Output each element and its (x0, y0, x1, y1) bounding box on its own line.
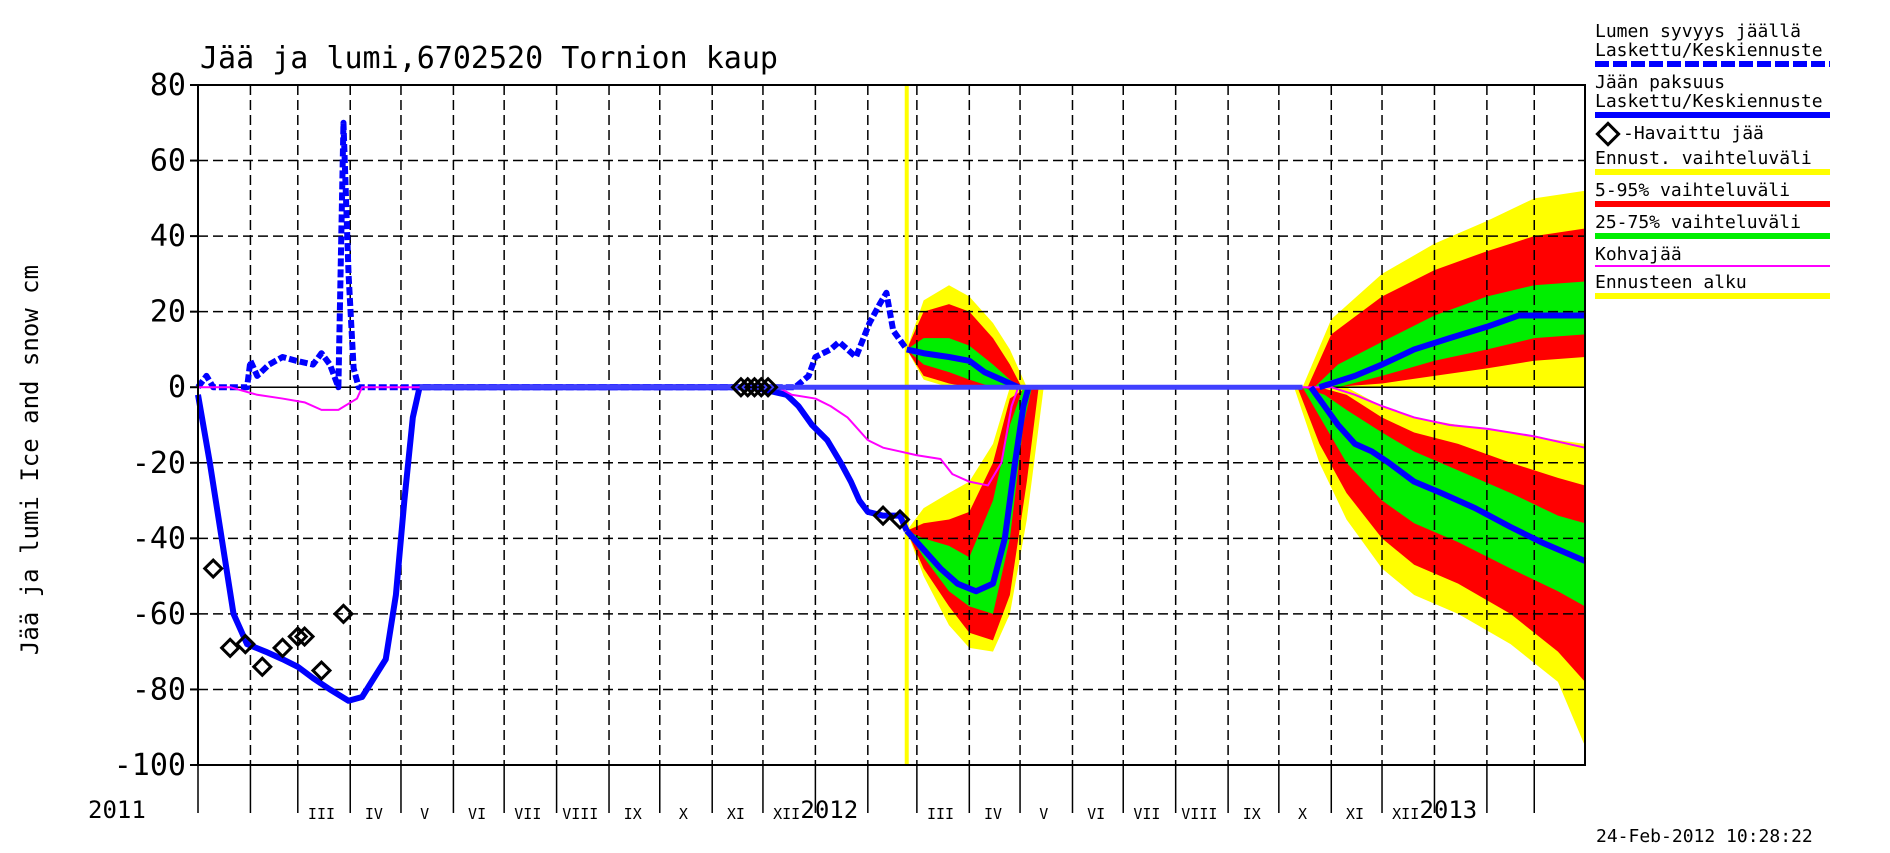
x-year-label: 2011 (88, 796, 146, 824)
x-month-label: IX (1243, 805, 1261, 823)
chart-title: Jää ja lumi,6702520 Tornion kaup (200, 41, 778, 76)
legend-label: -Havaittu jää (1623, 123, 1764, 144)
observed-point (251, 656, 273, 678)
legend-item-snow-depth: Lumen syvyys jäällä Laskettu/Keskiennust… (1595, 22, 1880, 67)
y-tick-label: 80 (150, 68, 186, 103)
x-month-label: V (1039, 805, 1048, 823)
x-month-label: VIII (562, 805, 598, 823)
plot-frame (197, 84, 1586, 766)
legend-item-forecast-start: Ennusteen alku (1595, 273, 1880, 299)
legend-swatch-5-95-range (1595, 201, 1830, 207)
x-year-label: 2013 (1419, 796, 1477, 824)
series-line (198, 386, 1586, 487)
legend-item-25-75-range: 25-75% vaihteluväli (1595, 213, 1880, 239)
legend-item-observed-ice: -Havaittu jää (1595, 121, 1880, 147)
observed-point (293, 625, 316, 648)
legend-swatch-slush-ice (1595, 265, 1830, 267)
forecast-bands (906, 190, 1585, 747)
series-line (1318, 312, 1585, 391)
observed-point (202, 557, 224, 580)
x-month-label: X (679, 805, 688, 823)
y-tick-label: -60 (132, 597, 186, 632)
observed-point (872, 505, 894, 527)
series-line (195, 384, 910, 704)
series-line (195, 119, 910, 391)
legend-label: Jään paksuus (1595, 72, 1726, 93)
observed-point (332, 603, 355, 625)
observed-point (219, 637, 241, 659)
legend-item-5-95-range: 5-95% vaihteluväli (1595, 181, 1880, 207)
series-line (906, 346, 1020, 390)
chart-legend: Lumen syvyys jäällä Laskettu/Keskiennust… (1595, 22, 1880, 305)
observed-point (310, 659, 333, 682)
y-tick-label: -40 (132, 521, 186, 556)
x-month-label: VIII (1181, 805, 1217, 823)
y-tick-label: 20 (150, 295, 186, 330)
legend-label: Kohvajää (1595, 244, 1682, 265)
x-month-label: III (927, 805, 954, 823)
x-month-label: IX (624, 805, 642, 823)
observed-point (271, 637, 294, 659)
y-tick-label: 0 (168, 370, 186, 405)
legend-label: Ennusteen alku (1595, 272, 1747, 293)
legend-label: 25-75% vaihteluväli (1595, 212, 1801, 233)
legend-label: Ennust. vaihteluväli (1595, 148, 1812, 169)
legend-item-forecast-range: Ennust. vaihteluväli (1595, 149, 1880, 175)
series-line (1308, 385, 1587, 564)
observed-point (757, 376, 779, 398)
x-month-label: IV (365, 805, 383, 823)
diamond-marker-icon (1595, 121, 1621, 147)
legend-label: Laskettu/Keskiennuste (1595, 40, 1823, 61)
y-tick-label: 60 (150, 144, 186, 179)
legend-swatch-forecast-start (1595, 293, 1830, 299)
legend-swatch-25-75-range (1595, 233, 1830, 239)
legend-item-ice-thickness: Jään paksuus Laskettu/Keskiennuste (1595, 73, 1880, 118)
legend-swatch-snow-depth (1595, 61, 1830, 67)
x-month-label: VI (1087, 805, 1105, 823)
x-month-label: VII (514, 805, 541, 823)
x-month-label: V (420, 805, 429, 823)
y-tick-label: -100 (114, 748, 186, 783)
x-month-label: XI (727, 805, 745, 823)
x-month-label: IV (984, 805, 1002, 823)
y-axis-label: Jää ja lumi Ice and snow cm (16, 265, 44, 655)
chart-series (195, 85, 1587, 765)
x-month-label: VII (1133, 805, 1160, 823)
observed-point (234, 633, 256, 655)
y-tick-label: 40 (150, 219, 186, 254)
chart-timestamp: 24-Feb-2012 10:28:22 (1596, 826, 1813, 847)
legend-item-slush-ice: Kohvajää (1595, 245, 1880, 267)
legend-label: 5-95% vaihteluväli (1595, 180, 1791, 201)
observed-point (889, 508, 911, 531)
legend-label: Lumen syvyys jäällä (1595, 21, 1801, 42)
x-month-label: X (1298, 805, 1307, 823)
legend-swatch-forecast-range (1595, 169, 1830, 175)
legend-swatch-ice-thickness (1595, 112, 1830, 118)
legend-label: Laskettu/Keskiennuste (1595, 91, 1823, 112)
x-month-label: VI (468, 805, 486, 823)
x-month-label: XII (773, 805, 800, 823)
y-tick-label: -80 (132, 672, 186, 707)
x-month-label: XII (1392, 805, 1419, 823)
x-month-label: XI (1346, 805, 1364, 823)
y-tick-label: -20 (132, 446, 186, 481)
series-line (904, 386, 1032, 595)
x-month-label: III (308, 805, 335, 823)
x-year-label: 2012 (800, 796, 858, 824)
